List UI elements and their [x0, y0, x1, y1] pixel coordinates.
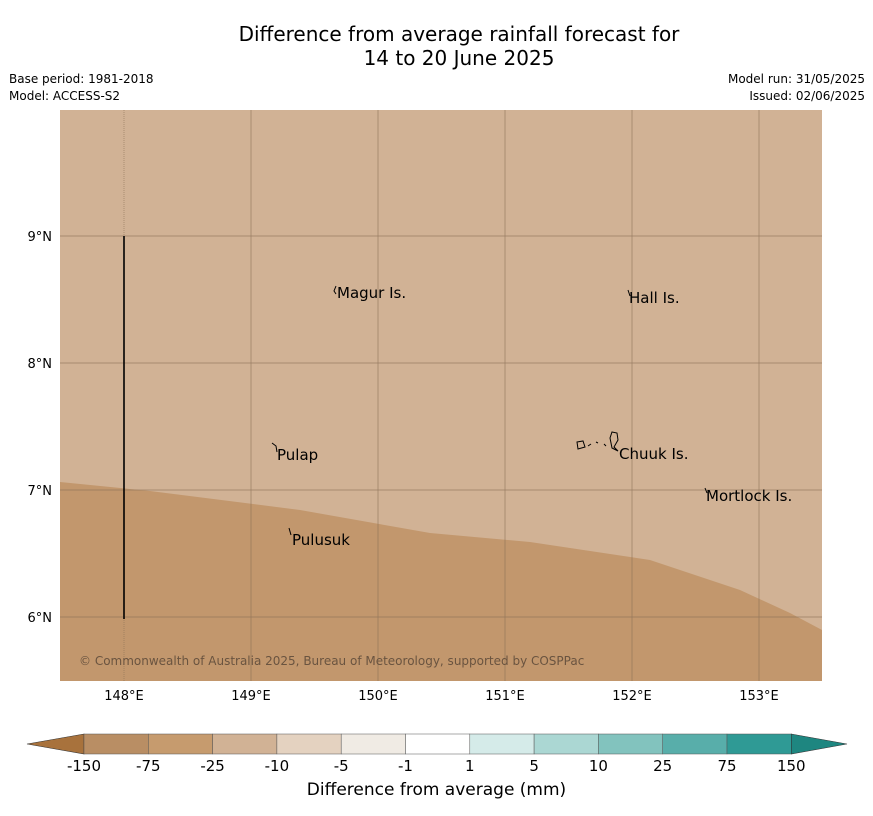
colorbar-segment	[662, 733, 728, 755]
colorbar-extend-low	[26, 733, 85, 755]
colorbar-tick-label: 150	[777, 757, 806, 775]
colorbar-segment	[212, 733, 278, 755]
colorbar-segment	[469, 733, 535, 755]
lon-label: 151°E	[485, 689, 525, 704]
colorbar-label: Difference from average (mm)	[306, 780, 567, 800]
colorbar	[26, 733, 848, 755]
drier-region	[60, 482, 822, 681]
lon-label: 150°E	[358, 689, 398, 704]
colorbar-tick-label: -25	[200, 757, 225, 775]
lat-label: 6°N	[28, 611, 53, 626]
place-label-magur: Magur Is.	[337, 284, 406, 302]
copyright-notice: © Commonwealth of Australia 2025, Bureau…	[79, 654, 584, 668]
colorbar-tick-label: -1	[398, 757, 413, 775]
map-title: Difference from average rainfall forecas…	[0, 22, 873, 70]
colorbar-ticks: -150 -75 -25 -10 -5 -1 1 5 10 25 75 150	[67, 757, 806, 775]
colorbar-tick-label: 5	[529, 757, 539, 775]
colorbar-segment	[340, 733, 406, 755]
place-label-mortlock: Mortlock Is.	[706, 487, 792, 505]
colorbar-segment	[726, 733, 792, 755]
lon-label: 153°E	[739, 689, 779, 704]
place-label-chuuk: Chuuk Is.	[619, 445, 688, 463]
mortlock-island-shape	[704, 487, 708, 494]
lon-label: 152°E	[612, 689, 652, 704]
colorbar-segment	[405, 733, 471, 755]
colorbar-extend-high	[791, 733, 848, 755]
place-label-pulap: Pulap	[277, 446, 318, 464]
hall-island-shape	[627, 289, 631, 297]
magur-island-shape	[333, 285, 337, 295]
lat-label: 9°N	[28, 230, 53, 245]
island-outlines	[271, 285, 708, 536]
colorbar-tick-label: 1	[465, 757, 475, 775]
info-right: Model run: 31/05/2025 Issued: 02/06/2025	[728, 71, 865, 105]
issued-date: Issued: 02/06/2025	[749, 89, 865, 103]
pulusuk-island-shape	[288, 527, 292, 536]
lat-label: 8°N	[28, 357, 53, 372]
pulap-island-shape	[271, 442, 278, 453]
title-line-2: 14 to 20 June 2025	[363, 46, 555, 70]
lon-label: 148°E	[104, 689, 144, 704]
title-line-1: Difference from average rainfall forecas…	[238, 22, 680, 46]
colorbar-tick-label: -10	[265, 757, 290, 775]
info-left: Base period: 1981-2018 Model: ACCESS-S2	[9, 71, 154, 105]
lat-label: 7°N	[28, 484, 53, 499]
colorbar-segment	[533, 733, 599, 755]
model-name: Model: ACCESS-S2	[9, 89, 121, 103]
base-period: Base period: 1981-2018	[9, 72, 154, 86]
place-label-hall: Hall Is.	[629, 289, 680, 307]
colorbar-tick-label: -150	[67, 757, 101, 775]
lon-label: 149°E	[231, 689, 271, 704]
colorbar-tick-label: 10	[589, 757, 608, 775]
grid-lines	[60, 110, 822, 681]
colorbar-segment	[598, 733, 663, 755]
colorbar-tick-label: -5	[334, 757, 349, 775]
colorbar-tick-label: 75	[717, 757, 736, 775]
colorbar-tick-label: 25	[653, 757, 672, 775]
colorbar-segment	[276, 733, 342, 755]
colorbar-segment	[83, 733, 149, 755]
colorbar-tick-label: -75	[136, 757, 161, 775]
place-label-pulusuk: Pulusuk	[292, 531, 350, 549]
model-run: Model run: 31/05/2025	[727, 72, 865, 86]
colorbar-segment	[148, 733, 213, 755]
chuuk-island-shape	[576, 431, 619, 452]
